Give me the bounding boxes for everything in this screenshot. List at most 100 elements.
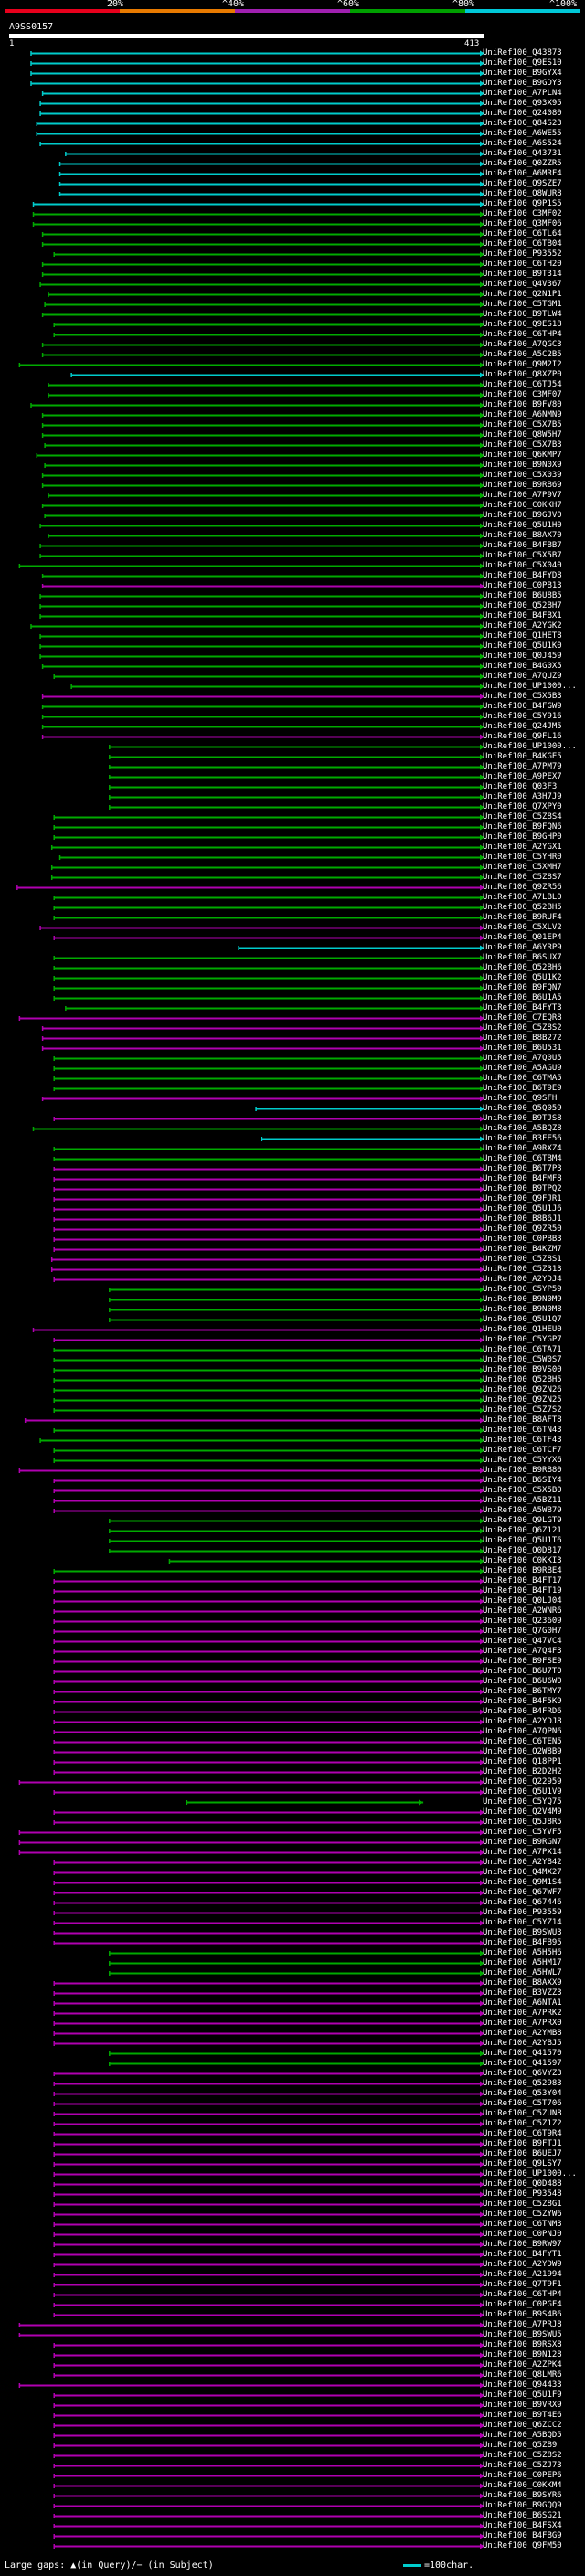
hit-row[interactable] <box>18 1839 484 1846</box>
hit-row[interactable] <box>32 211 484 217</box>
hit-row[interactable] <box>65 151 484 157</box>
hit-row[interactable] <box>109 1287 484 1293</box>
hit-id-label[interactable]: UniRef100_Q8XZP0 <box>483 370 562 379</box>
hit-id-label[interactable]: UniRef100_Q23609 <box>483 1617 562 1626</box>
hit-row[interactable] <box>53 2372 484 2379</box>
hit-id-label[interactable]: UniRef100_Q9ZR50 <box>483 1224 562 1234</box>
hit-id-label[interactable]: UniRef100_A5HM17 <box>483 1958 562 1967</box>
hit-id-label[interactable]: UniRef100_B4G0X5 <box>483 662 562 671</box>
hit-id-label[interactable]: UniRef100_B6U7T0 <box>483 1667 562 1676</box>
hit-id-label[interactable]: UniRef100_C5Z8S7 <box>483 873 562 882</box>
hit-row[interactable] <box>53 2131 484 2137</box>
hit-row[interactable] <box>53 2020 484 2027</box>
hit-id-label[interactable]: UniRef100_Q52BH7 <box>483 601 562 610</box>
hit-id-label[interactable]: UniRef100_B9SWU3 <box>483 1928 562 1937</box>
hit-row[interactable] <box>109 774 484 780</box>
hit-id-label[interactable]: UniRef100_A2YMB8 <box>483 2029 562 2038</box>
hit-id-label[interactable]: UniRef100_C0KKH7 <box>483 501 562 510</box>
hit-id-label[interactable]: UniRef100_C0PEP6 <box>483 2471 562 2480</box>
hit-id-label[interactable]: UniRef100_B4FT19 <box>483 1586 562 1595</box>
hit-id-label[interactable]: UniRef100_Q01EP4 <box>483 933 562 942</box>
hit-id-label[interactable]: UniRef100_Q5J8R5 <box>483 1818 562 1827</box>
hit-id-label[interactable]: UniRef100_Q5Q059 <box>483 1104 562 1113</box>
hit-row[interactable] <box>53 1166 484 1172</box>
hit-id-label[interactable]: UniRef100_C5Z313 <box>483 1265 562 1274</box>
hit-id-label[interactable]: UniRef100_A7Q0U5 <box>483 1054 562 1063</box>
hit-id-label[interactable]: UniRef100_Q9LGT9 <box>483 1516 562 1525</box>
hit-row[interactable] <box>53 1659 484 1665</box>
hit-id-label[interactable]: UniRef100_B4KZM7 <box>483 1245 562 1254</box>
hit-id-label[interactable]: UniRef100_Q47VC4 <box>483 1637 562 1646</box>
hit-row[interactable] <box>32 1126 484 1132</box>
hit-row[interactable] <box>109 784 484 790</box>
hit-id-label[interactable]: UniRef100_C6TJ54 <box>483 380 562 389</box>
hit-id-label[interactable]: UniRef100_C5ZYW6 <box>483 2210 562 2219</box>
hit-row[interactable] <box>41 261 484 268</box>
hit-row[interactable] <box>53 1186 484 1193</box>
hit-id-label[interactable]: UniRef100_C6TN43 <box>483 1426 562 1435</box>
hit-row[interactable] <box>53 1809 484 1816</box>
hit-row[interactable] <box>53 1176 484 1182</box>
hit-id-label[interactable]: UniRef100_B9N0M8 <box>483 1305 562 1314</box>
hit-id-label[interactable]: UniRef100_A2WNR6 <box>483 1606 562 1616</box>
hit-row[interactable] <box>39 111 484 117</box>
hit-row[interactable] <box>109 1528 484 1534</box>
hit-id-label[interactable]: UniRef100_B9FTJ1 <box>483 2139 562 2148</box>
hit-id-label[interactable]: UniRef100_A5BQZ8 <box>483 1124 562 1133</box>
hit-row[interactable] <box>53 915 484 921</box>
hit-id-label[interactable]: UniRef100_C5Z1Z2 <box>483 2119 562 2128</box>
hit-row[interactable] <box>53 1608 484 1615</box>
hit-id-label[interactable]: UniRef100_C6TB04 <box>483 239 562 249</box>
hit-id-label[interactable]: UniRef100_B4F5K9 <box>483 1697 562 1706</box>
hit-row[interactable] <box>48 533 484 539</box>
hit-id-label[interactable]: UniRef100_C5ZUN8 <box>483 2109 562 2118</box>
hit-id-label[interactable]: UniRef100_Q8W5H7 <box>483 430 562 440</box>
hit-row[interactable] <box>18 1468 484 1474</box>
hit-row[interactable] <box>53 955 484 961</box>
hit-id-label[interactable]: UniRef100_C5Z8G1 <box>483 2200 562 2209</box>
hit-id-label[interactable]: UniRef100_P93552 <box>483 249 562 259</box>
hit-id-label[interactable]: UniRef100_Q4MX27 <box>483 1868 562 1877</box>
hit-id-label[interactable]: UniRef100_C5YHR0 <box>483 853 562 862</box>
hit-row[interactable] <box>39 593 484 599</box>
hit-id-label[interactable]: UniRef100_A9RXZ4 <box>483 1144 562 1153</box>
hit-id-label[interactable]: UniRef100_C5Z8S2 <box>483 1023 562 1033</box>
hit-id-label[interactable]: UniRef100_Q4V367 <box>483 280 562 289</box>
hit-row[interactable] <box>53 2292 484 2298</box>
hit-row[interactable] <box>41 472 484 479</box>
hit-id-label[interactable]: UniRef100_C6TNM3 <box>483 2220 562 2229</box>
hit-id-label[interactable]: UniRef100_Q9LSY7 <box>483 2159 562 2168</box>
hit-id-label[interactable]: UniRef100_B9FQN7 <box>483 983 562 992</box>
hit-row[interactable] <box>53 1819 484 1826</box>
hit-row[interactable] <box>53 1689 484 1695</box>
hit-row[interactable] <box>53 1216 484 1223</box>
hit-row[interactable] <box>39 643 484 650</box>
hit-id-label[interactable]: UniRef100_Q93X95 <box>483 99 562 108</box>
hit-row[interactable] <box>53 1116 484 1122</box>
hit-id-label[interactable]: UniRef100_Q6KMP7 <box>483 451 562 460</box>
hit-row[interactable] <box>53 1206 484 1213</box>
hit-row[interactable] <box>70 684 484 690</box>
hit-row[interactable] <box>53 1086 484 1092</box>
hit-id-label[interactable]: UniRef100_Q7T9F1 <box>483 2280 562 2289</box>
hit-id-label[interactable]: UniRef100_Q43731 <box>483 149 562 158</box>
hit-id-label[interactable]: UniRef100_Q5U1Q7 <box>483 1315 562 1324</box>
hit-row[interactable] <box>41 241 484 248</box>
hit-id-label[interactable]: UniRef100_B9RW97 <box>483 2240 562 2249</box>
hit-row[interactable] <box>53 2463 484 2469</box>
hit-id-label[interactable]: UniRef100_Q1HEU0 <box>483 1325 562 1334</box>
hit-id-label[interactable]: UniRef100_B9GJV0 <box>483 511 562 520</box>
hit-id-label[interactable]: UniRef100_C6THP4 <box>483 2290 562 2299</box>
hit-row[interactable] <box>50 844 484 851</box>
hit-id-label[interactable]: UniRef100_A5BZ11 <box>483 1496 562 1505</box>
hit-id-label[interactable]: UniRef100_B9TPQ2 <box>483 1184 562 1193</box>
hit-row[interactable] <box>30 80 484 87</box>
hit-row[interactable] <box>53 1337 484 1343</box>
hit-row[interactable] <box>53 1729 484 1735</box>
hit-row[interactable] <box>53 2101 484 2107</box>
hit-row[interactable] <box>53 1880 484 1886</box>
hit-row[interactable] <box>30 60 484 67</box>
hit-row[interactable] <box>36 452 484 459</box>
hit-id-label[interactable]: UniRef100_UP1000... <box>483 742 577 751</box>
hit-id-label[interactable]: UniRef100_B9T4E6 <box>483 2411 562 2420</box>
